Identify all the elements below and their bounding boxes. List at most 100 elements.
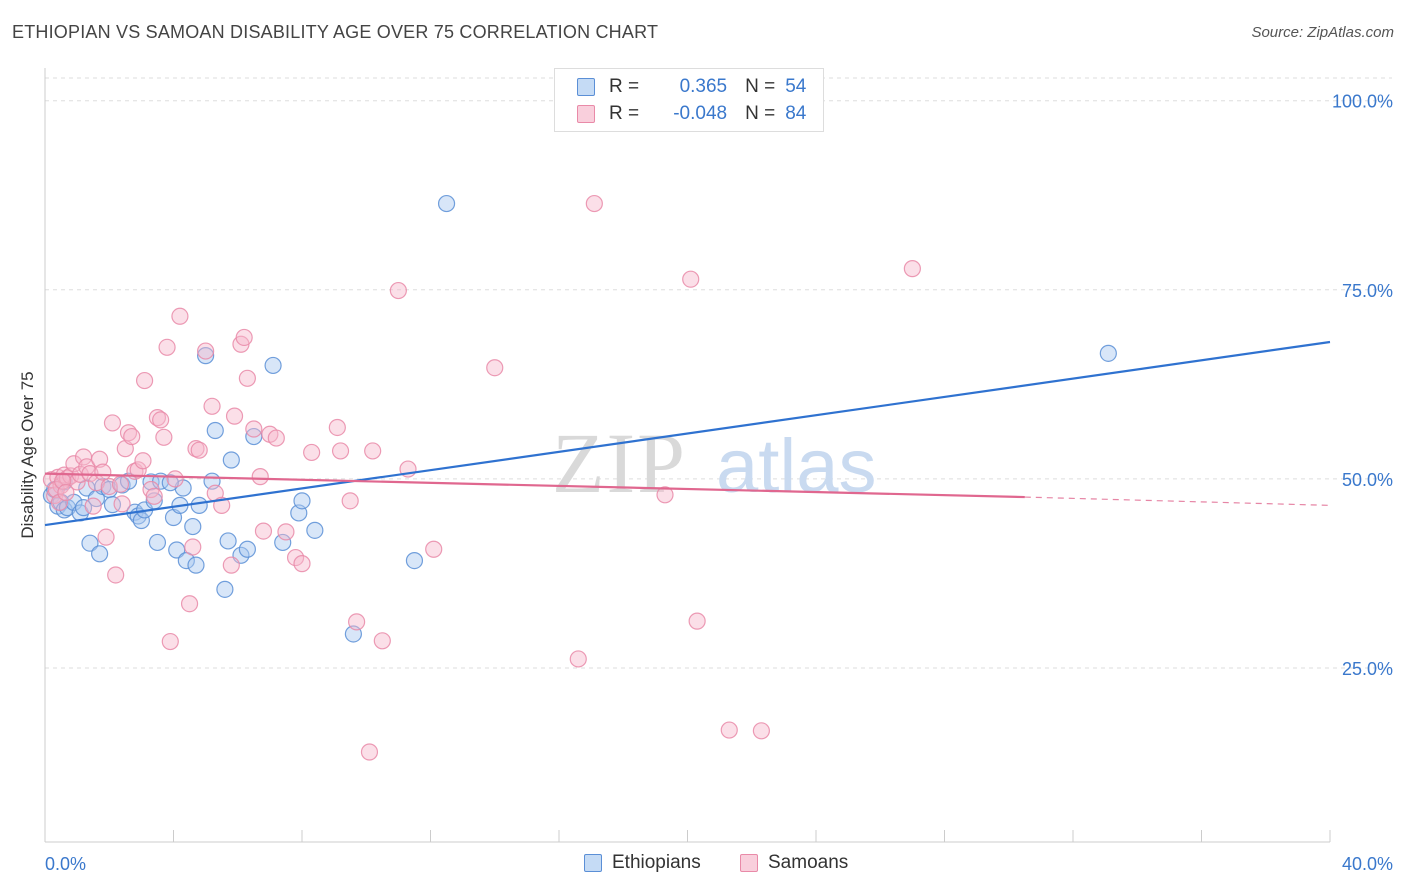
samoans-point	[129, 461, 147, 479]
ethiopians-trend-line	[44, 340, 1331, 527]
ethiopians-point	[1099, 344, 1117, 362]
legend-item-samoans: Samoans	[740, 852, 848, 874]
samoans-point	[286, 548, 305, 567]
samoans-point	[251, 468, 269, 486]
samoans-point	[331, 442, 350, 460]
ethiopians-point	[148, 533, 167, 552]
samoans-point	[341, 492, 359, 510]
x-tick-label: 40.0%	[1342, 854, 1393, 874]
ethiopians-point	[437, 194, 456, 213]
y-tick-label: 100.0%	[1332, 92, 1393, 112]
samoans-point	[123, 427, 141, 446]
samoans-point	[84, 497, 102, 515]
samoans-point	[389, 281, 407, 300]
stats-row-ethiopians: R = 0.365 N = 54	[577, 75, 806, 99]
legend-label-samoans: Samoans	[768, 852, 849, 873]
samoans-point	[903, 260, 921, 278]
stats-legend: R = 0.365 N = 54 R = -0.048 N = 84	[554, 68, 824, 132]
ethiopians-swatch	[577, 78, 595, 96]
samoans-point	[348, 613, 366, 631]
y-tick-label: 50.0%	[1342, 470, 1393, 490]
watermark-zip: ZIP	[552, 415, 687, 511]
trend-lines	[44, 340, 1331, 527]
samoans-point	[184, 538, 202, 556]
samoans-point	[373, 632, 391, 650]
samoans-point	[91, 450, 109, 468]
samoans-point	[222, 556, 240, 574]
ethiopians-point	[81, 534, 99, 552]
ethiopians-point	[103, 496, 122, 514]
ethiopians-point	[264, 356, 282, 375]
r-label: R =	[609, 76, 640, 97]
n-label: N =	[745, 103, 776, 124]
samoans-point	[656, 486, 674, 504]
samoans-point	[180, 595, 199, 613]
samoans-point	[303, 443, 321, 462]
ethiopians-point	[184, 517, 202, 536]
samoans-legend-swatch	[740, 854, 758, 872]
samoans-point	[152, 411, 170, 429]
samoans-point	[293, 555, 311, 573]
ethiopians-point	[274, 533, 292, 552]
ethiopians-point	[222, 451, 240, 469]
legend-item-ethiopians: Ethiopians	[584, 852, 701, 874]
ethiopians-point	[238, 540, 256, 558]
chart-source: Source: ZipAtlas.com	[1251, 24, 1394, 41]
samoans-point	[94, 463, 112, 481]
samoans-trend-extension	[1024, 496, 1331, 506]
r-value: 0.365	[679, 76, 728, 97]
ethiopians-point	[219, 532, 237, 550]
axes	[44, 68, 1331, 843]
ethiopians-point	[187, 556, 205, 574]
chart-title: ETHIOPIAN VS SAMOAN DISABILITY AGE OVER …	[12, 22, 659, 42]
samoans-point	[134, 452, 152, 470]
samoans-point	[225, 407, 244, 425]
y-tick-label: 75.0%	[1342, 281, 1393, 301]
y-tick-label: 25.0%	[1342, 659, 1393, 679]
n-value: 54	[785, 76, 807, 97]
samoans-point	[171, 307, 189, 325]
ethiopians-point	[168, 541, 186, 559]
ethiopians-legend-swatch	[584, 854, 602, 872]
samoans-point	[166, 470, 184, 488]
tick-labels: 25.0% 50.0% 75.0% 100.0% 0.0% 40.0% Disability…	[18, 92, 1393, 874]
ethiopians-point	[91, 545, 109, 563]
n-value: 84	[785, 103, 807, 124]
samoans-point	[585, 194, 603, 213]
ethiopians-point	[306, 521, 324, 539]
x-tick-label: 0.0%	[45, 854, 86, 874]
samoans-point	[277, 523, 295, 541]
samoans-point	[360, 743, 379, 761]
legend-label-ethiopians: Ethiopians	[612, 852, 701, 873]
samoans-point	[569, 650, 587, 668]
samoans-point	[328, 418, 346, 437]
samoans-point	[107, 566, 125, 584]
samoans-point	[688, 612, 706, 630]
samoans-point	[155, 428, 173, 446]
samoans-point	[50, 493, 69, 511]
ethiopians-point	[190, 496, 208, 514]
samoans-point	[203, 397, 221, 415]
r-label: R =	[609, 103, 640, 124]
ethiopians-point	[206, 421, 224, 440]
watermark: ZIP atlas	[552, 415, 877, 511]
samoans-point	[245, 420, 263, 438]
samoans-point	[238, 369, 256, 387]
ethiopians-point	[293, 492, 311, 510]
samoans-trend-line	[44, 472, 1025, 499]
samoans-point	[197, 342, 215, 360]
samoans-point	[65, 455, 83, 473]
samoans-point	[113, 495, 131, 513]
samoans-point	[267, 429, 285, 447]
samoans-point	[103, 414, 122, 432]
samoans-point	[158, 338, 176, 356]
r-value: -0.048	[673, 103, 728, 124]
samoans-point	[425, 540, 443, 558]
samoans-point	[57, 483, 75, 502]
samoans-point	[235, 328, 253, 347]
y-axis-label: Disability Age Over 75	[18, 371, 37, 538]
ethiopians-point	[216, 580, 234, 598]
samoans-point	[145, 487, 163, 505]
samoans-point	[254, 522, 273, 540]
